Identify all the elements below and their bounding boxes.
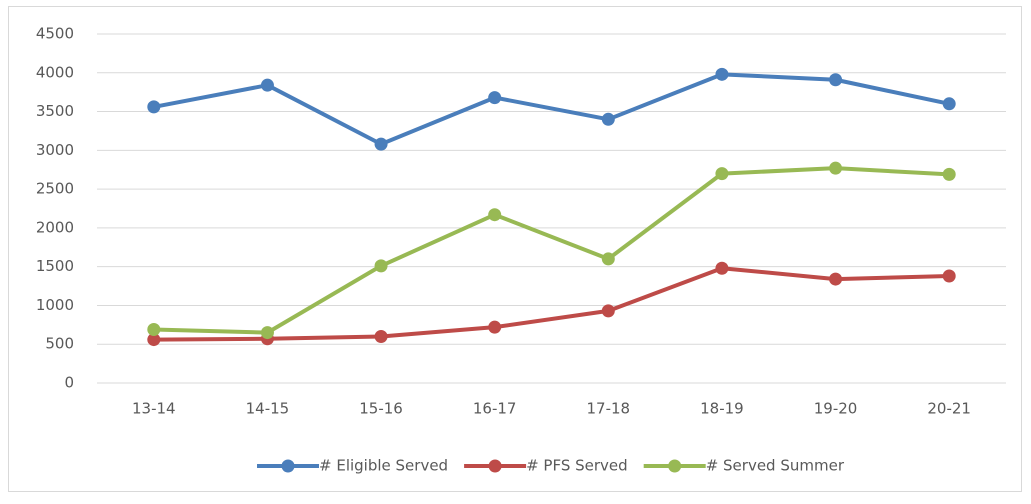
y-tick-label: 2500 (36, 180, 74, 198)
y-tick-label: 1500 (36, 257, 74, 275)
data-point (488, 91, 502, 105)
y-tick-label: 500 (45, 335, 74, 353)
y-tick-label: 3000 (36, 141, 74, 159)
data-point (715, 261, 729, 275)
y-tick-label: 4000 (36, 63, 74, 81)
series-line (153, 266, 950, 342)
data-point (942, 269, 956, 283)
data-point (601, 252, 615, 266)
data-point (374, 329, 388, 343)
data-point (147, 333, 161, 347)
data-point (601, 112, 615, 126)
x-tick-label: 20-21 (927, 400, 971, 418)
data-point (715, 167, 729, 181)
data-point (260, 326, 274, 340)
x-tick-label: 13-14 (132, 400, 176, 418)
x-tick-label: 14-15 (246, 400, 290, 418)
data-point (147, 322, 161, 336)
data-point (488, 320, 502, 334)
legend-label: # Eligible Served (319, 457, 448, 475)
data-point (829, 272, 843, 286)
data-point (374, 259, 388, 273)
data-point (715, 67, 729, 81)
legend-marker (281, 459, 295, 473)
data-point (829, 73, 843, 87)
x-tick-label: 16-17 (473, 400, 517, 418)
x-tick-label: 15-16 (359, 400, 403, 418)
data-point (829, 161, 843, 175)
y-tick-label: 4500 (36, 25, 74, 43)
legend-label: # PFS Served (526, 457, 628, 475)
x-tick-label: 17-18 (587, 400, 631, 418)
legend-marker (488, 459, 502, 473)
y-tick-label: 2000 (36, 218, 74, 236)
x-tick-label: 18-19 (700, 400, 744, 418)
data-point (147, 100, 161, 114)
x-tick-label: 19-20 (814, 400, 858, 418)
y-tick-label: 0 (64, 374, 74, 392)
legend-label: # Served Summer (706, 457, 845, 475)
y-tick-label: 1000 (36, 296, 74, 314)
data-point (601, 304, 615, 318)
series-line (153, 72, 950, 147)
data-point (488, 208, 502, 222)
data-point (942, 97, 956, 111)
data-point (374, 137, 388, 151)
y-tick-label: 3500 (36, 102, 74, 120)
chart-frame (8, 6, 1022, 492)
legend-marker (668, 459, 682, 473)
series-line (153, 166, 950, 335)
data-point (260, 78, 274, 92)
data-point (942, 167, 956, 181)
